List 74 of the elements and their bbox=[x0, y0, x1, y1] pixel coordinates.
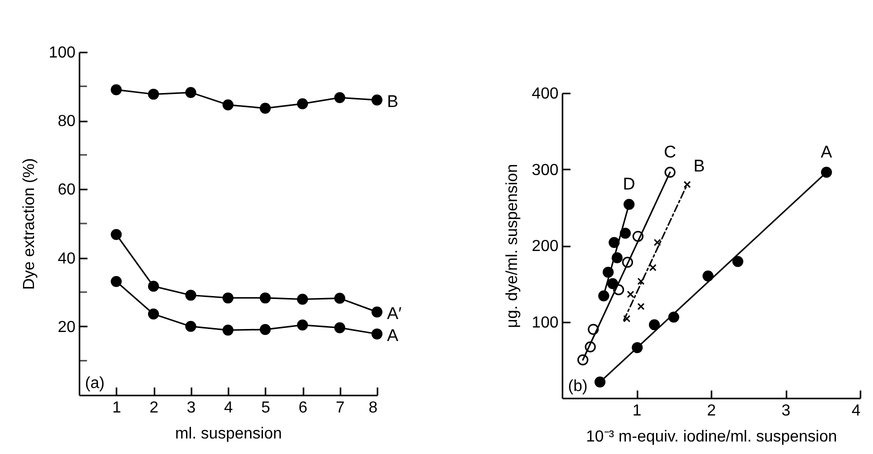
point bbox=[334, 92, 346, 104]
x-tick-label: 1 bbox=[112, 400, 122, 416]
x-tick-label: 3 bbox=[782, 402, 791, 420]
point bbox=[334, 292, 346, 304]
x-tick-label: 6 bbox=[298, 400, 308, 416]
point bbox=[627, 290, 634, 298]
point bbox=[185, 86, 196, 98]
point bbox=[222, 324, 234, 336]
x-tick-label: 4 bbox=[224, 400, 234, 416]
y-tick-label: 80 bbox=[58, 113, 76, 130]
annotation: (b) bbox=[568, 378, 588, 395]
x-axis-title: 10⁻³ m-equiv. iodine/ml. suspension bbox=[586, 428, 838, 446]
point bbox=[620, 228, 631, 239]
y-axis-title: Dye extraction (%) bbox=[20, 158, 38, 290]
x-tick-label: 2 bbox=[150, 400, 159, 416]
point bbox=[594, 376, 606, 388]
point bbox=[684, 181, 690, 188]
point bbox=[222, 99, 234, 110]
series-label: A bbox=[387, 326, 399, 345]
point bbox=[598, 290, 610, 302]
series-label: A′ bbox=[387, 304, 402, 323]
y-tick-label: 40 bbox=[58, 250, 76, 268]
point bbox=[608, 236, 620, 248]
x-axis-title: ml. suspension bbox=[175, 426, 282, 442]
point bbox=[650, 264, 656, 271]
point bbox=[222, 292, 234, 304]
y-tick-label: 60 bbox=[58, 182, 76, 199]
point bbox=[624, 198, 635, 210]
series-label: C bbox=[664, 142, 676, 162]
point bbox=[260, 292, 271, 304]
point bbox=[148, 88, 159, 100]
y-tick-label: 100 bbox=[48, 44, 76, 62]
y-tick-label: 100 bbox=[532, 314, 559, 332]
series-label: B bbox=[693, 156, 705, 176]
point bbox=[297, 320, 308, 331]
point bbox=[624, 315, 630, 322]
y-axis-title: μg. dye/ml. suspension bbox=[504, 164, 521, 328]
point bbox=[260, 324, 271, 335]
point bbox=[638, 303, 644, 310]
x-tick-label: 7 bbox=[336, 400, 345, 416]
point bbox=[702, 270, 714, 282]
point bbox=[607, 278, 618, 290]
point bbox=[372, 94, 382, 106]
x-tick-label: 2 bbox=[707, 402, 716, 420]
y-tick-label: 20 bbox=[58, 318, 76, 336]
point bbox=[372, 328, 382, 340]
point bbox=[654, 239, 661, 246]
x-tick-label: 4 bbox=[852, 402, 861, 420]
point bbox=[110, 84, 122, 96]
x-tick-label: 3 bbox=[186, 400, 196, 416]
y-tick-label: 400 bbox=[532, 86, 559, 102]
point bbox=[372, 306, 382, 318]
point bbox=[732, 256, 744, 267]
point bbox=[148, 308, 159, 320]
point bbox=[334, 322, 346, 334]
x-tick-label: 5 bbox=[261, 400, 270, 416]
y-tick-label: 200 bbox=[532, 238, 559, 255]
series-label: A bbox=[820, 142, 833, 162]
x-tick-label: 8 bbox=[368, 400, 378, 416]
point bbox=[297, 294, 308, 305]
x-tick-label: 1 bbox=[632, 402, 642, 420]
annotation: (a) bbox=[85, 375, 105, 392]
point bbox=[185, 320, 196, 332]
series-label: D bbox=[622, 174, 636, 194]
series-label: B bbox=[387, 92, 398, 112]
point bbox=[297, 98, 308, 110]
point bbox=[648, 319, 660, 330]
point bbox=[820, 166, 832, 178]
point bbox=[185, 290, 196, 301]
point bbox=[110, 276, 122, 287]
y-tick-label: 300 bbox=[532, 162, 559, 179]
point bbox=[148, 280, 159, 292]
point bbox=[110, 228, 122, 240]
point bbox=[260, 102, 271, 114]
